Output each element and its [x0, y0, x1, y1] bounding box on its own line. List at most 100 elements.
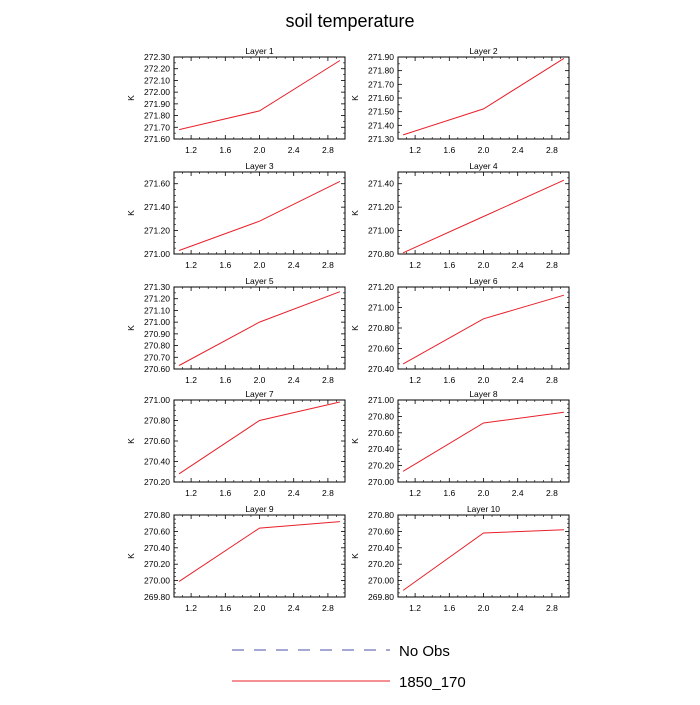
- y-tick-label: 271.20: [368, 282, 394, 292]
- y-tick-label: 271.00: [368, 303, 394, 313]
- plot-frame: [173, 171, 346, 255]
- y-tick-label: 270.40: [368, 543, 394, 553]
- x-tick-label: 2.8: [546, 488, 558, 498]
- y-axis-label: K: [126, 438, 136, 444]
- x-tick-label: 2.0: [254, 488, 266, 498]
- x-tick-label: 2.8: [546, 375, 558, 385]
- y-tick-label: 271.20: [144, 226, 170, 236]
- x-tick-label: 2.0: [478, 488, 490, 498]
- y-tick-label: 270.00: [368, 477, 394, 487]
- x-tick-label: 2.8: [322, 260, 334, 270]
- y-tick-label: 271.40: [368, 120, 394, 130]
- y-tick-label: 271.00: [144, 395, 170, 405]
- panel-layer-7: Layer 7 1.2 1.6 2.0 2.4 2.8 270.20 270.40 270.60…: [126, 389, 346, 498]
- x-tick-label: 1.2: [409, 260, 421, 270]
- y-tick-label: 272.20: [144, 64, 170, 74]
- series-line-1850-170: [178, 60, 341, 131]
- y-axis-label: K: [350, 553, 360, 559]
- y-tick-label: 271.50: [368, 107, 394, 117]
- y-tick-label: 270.40: [368, 364, 394, 374]
- x-tick-label: 2.4: [288, 260, 300, 270]
- y-tick-label: 271.00: [144, 317, 170, 327]
- y-tick-label: 270.80: [368, 249, 394, 259]
- y-tick-label: 272.10: [144, 75, 170, 85]
- x-tick-label: 1.6: [443, 260, 455, 270]
- x-tick-label: 1.6: [219, 145, 231, 155]
- y-tick-label: 271.80: [144, 111, 170, 121]
- x-tick-label: 2.0: [478, 145, 490, 155]
- series-line-1850-170: [402, 57, 565, 136]
- figure-title: soil temperature: [285, 11, 414, 31]
- panel-title: Layer 7: [245, 389, 274, 399]
- y-tick-label: 270.90: [144, 329, 170, 339]
- panel-grid: Layer 11.2 1.6 2.0 2.4 2.8271.60271.70271.80…: [126, 46, 570, 613]
- x-tick-label: 1.2: [409, 375, 421, 385]
- x-tick-label: 1.2: [409, 488, 421, 498]
- panel-title: Layer 9: [245, 504, 274, 514]
- x-tick-label: 1.2: [185, 260, 197, 270]
- legend: No Obs 1850_170: [232, 643, 466, 691]
- panel-title: Layer 2: [469, 46, 498, 56]
- x-tick-label: 1.2: [409, 603, 421, 613]
- x-tick-label: 1.2: [409, 145, 421, 155]
- series-line-1850-170: [402, 294, 565, 365]
- y-tick-label: 270.40: [144, 457, 170, 467]
- panel-title: Layer 10: [467, 504, 500, 514]
- y-tick-label: 270.60: [144, 364, 170, 374]
- x-tick-label: 2.8: [546, 603, 558, 613]
- legend-label-no-obs: No Obs: [399, 643, 450, 660]
- y-tick-label: 270.60: [368, 526, 394, 536]
- y-axis-label: K: [350, 438, 360, 444]
- y-tick-label: 271.60: [144, 134, 170, 144]
- panel-layer-10: Layer 10 1.2 1.6 2.0 2.4 2.8 269.80 270.00 270.2…: [350, 504, 570, 613]
- x-tick-label: 2.4: [288, 145, 300, 155]
- plot-frame: [397, 56, 570, 140]
- y-tick-label: 270.00: [144, 576, 170, 586]
- y-tick-label: 270.20: [368, 559, 394, 569]
- x-tick-label: 2.4: [288, 603, 300, 613]
- y-tick-label: 271.00: [368, 226, 394, 236]
- x-tick-label: 1.6: [443, 145, 455, 155]
- y-tick-label: 272.00: [144, 87, 170, 97]
- x-tick-label: 2.8: [322, 488, 334, 498]
- y-tick-label: 271.90: [368, 52, 394, 62]
- y-tick-label: 270.80: [368, 411, 394, 421]
- y-tick-label: 271.30: [368, 134, 394, 144]
- y-axis-label: K: [126, 95, 136, 101]
- panel-title: Layer 6: [469, 276, 498, 286]
- plot-frame: [397, 514, 570, 598]
- y-tick-label: 270.40: [368, 444, 394, 454]
- y-tick-label: 271.00: [144, 249, 170, 259]
- y-axis-label: K: [126, 553, 136, 559]
- series-line-1850-170: [402, 529, 564, 591]
- panel-layer-5: Layer 5 1.2 1.6 2.0 2.4 2.8 270.60 270.70270.80…: [126, 276, 346, 385]
- x-tick-label: 2.8: [322, 375, 334, 385]
- y-tick-label: 271.70: [144, 122, 170, 132]
- y-tick-label: 270.20: [144, 559, 170, 569]
- y-tick-label: 269.80: [144, 592, 170, 602]
- plot-frame: [173, 399, 346, 483]
- x-tick-label: 2.8: [546, 260, 558, 270]
- x-tick-label: 2.0: [478, 603, 490, 613]
- y-tick-label: 270.60: [144, 436, 170, 446]
- y-tick-label: 271.60: [144, 179, 170, 189]
- panel-layer-8: Layer 8 1.2 1.6 2.0 2.4 2.8 270.00 270.20 270.40…: [350, 389, 570, 498]
- x-tick-label: 2.8: [546, 145, 558, 155]
- panel-title: Layer 5: [245, 276, 274, 286]
- y-tick-label: 272.30: [144, 52, 170, 62]
- plot-frame: [173, 56, 346, 140]
- x-tick-label: 1.6: [443, 603, 455, 613]
- series-line-1850-170: [178, 521, 340, 582]
- y-tick-label: 270.80: [144, 416, 170, 426]
- x-tick-label: 2.8: [322, 145, 334, 155]
- x-tick-label: 1.6: [219, 488, 231, 498]
- panel-layer-2: Layer 2 1.2 1.6 2.0 2.4 2.8 271.30 271.40 271.50…: [350, 46, 570, 155]
- y-tick-label: 270.80: [368, 510, 394, 520]
- y-tick-label: 270.60: [368, 344, 394, 354]
- y-tick-label: 270.80: [144, 510, 170, 520]
- panel-layer-1: Layer 1 1.2 1.6 2.0 2.4 2.8 271.60 271.70271.80…: [126, 46, 346, 155]
- panel-title: Layer 8: [469, 389, 498, 399]
- y-tick-label: 270.80: [368, 323, 394, 333]
- x-tick-label: 1.6: [219, 603, 231, 613]
